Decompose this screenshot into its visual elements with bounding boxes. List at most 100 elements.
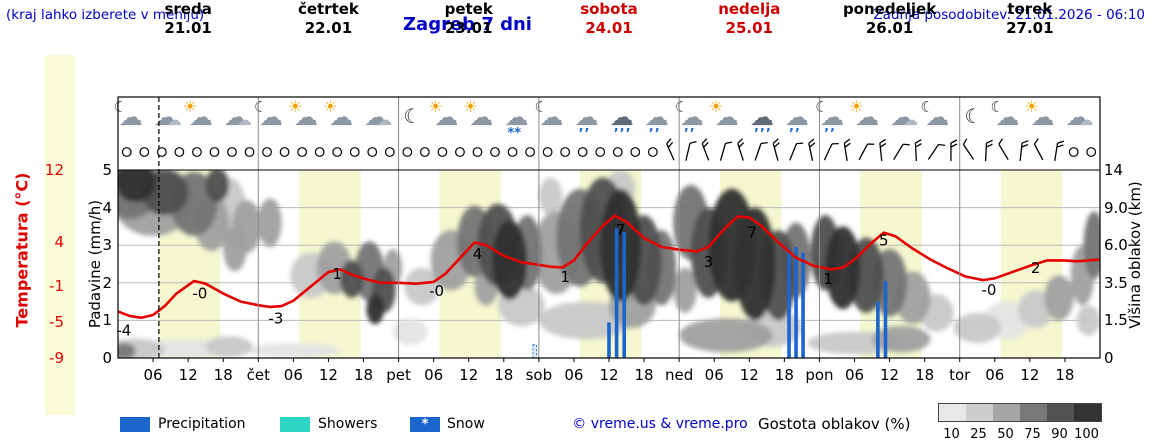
cloud-icon: ☁: [1030, 103, 1055, 131]
day-date: 25.01: [725, 19, 773, 37]
cloud-icon: ☁: [434, 103, 459, 131]
time-label: 12: [1020, 366, 1040, 384]
density-step-value: 10: [943, 427, 960, 442]
moon-icon: ☾: [253, 98, 268, 116]
cloud-icon: ☁: [258, 103, 283, 131]
day-short-label: ned: [665, 366, 694, 384]
day-short-label: tor: [949, 366, 971, 384]
sun-icon: ☀: [849, 97, 864, 116]
cloud-icon: ☁: [188, 103, 213, 131]
moon-icon: ☾: [990, 98, 1004, 116]
temp-tick: -9: [49, 349, 64, 367]
left-accent-strip: [45, 55, 75, 415]
day-header: četrtek 22.01: [258, 0, 398, 38]
temperature-labels: -4 -0 -3 1 -0 4 1 7 3 7 1 5 -0 2: [116, 221, 1040, 340]
sun-icon: ☀: [288, 97, 303, 116]
moon-rain-weather-icon: ☾ ☁’’: [814, 100, 848, 142]
sun-cloud-weather-icon: ☀ ☁: [1024, 97, 1059, 140]
density-step: [1047, 404, 1074, 421]
day-header: ponedeljek 26.01: [819, 0, 959, 38]
precipitation-label: Precipitation: [158, 416, 246, 432]
svg-text:7: 7: [616, 221, 626, 239]
svg-text:3: 3: [704, 253, 714, 271]
svg-text:-4: -4: [116, 322, 131, 340]
day-name: nedelja: [718, 0, 781, 18]
day-name: ponedeljek: [842, 0, 937, 18]
cloud-icon: ☁: [294, 103, 319, 131]
density-step-value: 50: [997, 427, 1014, 442]
page-hint: (kraj lahko izberete v meniju): [6, 7, 205, 23]
sun-cloud-weather-icon: ☀ ☁: [288, 97, 322, 140]
cloud-icon: ☁: [903, 111, 919, 129]
precip-tick: 3: [102, 236, 112, 255]
sun-icon: ☀: [1024, 97, 1039, 116]
svg-text:4: 4: [473, 245, 483, 263]
precip-axis-title: Padavine (mm/h): [86, 199, 104, 329]
cloud-height-tick: 1.5: [1104, 311, 1128, 330]
cloud-height-tick: 0: [1104, 349, 1114, 367]
rain-drops-icon: ’’’: [753, 127, 772, 142]
last-update: Zadnja posodobitev: 21.01.2026 - 06:10: [873, 7, 1145, 23]
cloud-rain-weather-icon: ☁’’: [639, 102, 673, 142]
time-label: 06: [844, 366, 865, 384]
snow-label: Snow: [447, 416, 485, 432]
sun-icon: ☀: [323, 97, 338, 116]
density-step-value: 100: [1074, 427, 1099, 442]
day-short-label: sob: [525, 366, 553, 384]
cloud-icon: ☁: [118, 103, 143, 131]
svg-text:1: 1: [332, 265, 342, 283]
svg-text:2: 2: [1031, 259, 1041, 277]
rain-drops-icon: ’’: [648, 127, 661, 142]
sun-icon: ☀: [428, 97, 443, 116]
moon-weather-icon: ☾: [393, 102, 427, 140]
cloud-icon: ☁: [1065, 103, 1090, 131]
cloud-icon: ☁: [714, 103, 739, 131]
day-header: nedelja 25.01: [679, 0, 819, 38]
moon-cloud-weather-icon: ☾ ☁: [253, 98, 287, 140]
cloud-icon: ☁: [574, 103, 599, 131]
day-short-label: pon: [805, 366, 834, 384]
moon-rain-weather-icon: ☾ ☁’’: [674, 98, 708, 142]
copyright-link[interactable]: © vreme.us & vreme.pro: [572, 416, 748, 432]
temp-tick: 12: [44, 161, 64, 179]
density-step-value: 25: [970, 427, 987, 442]
precip-tick: 5: [102, 161, 112, 179]
moon-icon: ☾: [674, 98, 689, 116]
cloud-density-gradient: [938, 403, 1102, 422]
density-step: [1074, 404, 1101, 421]
svg-text:-0: -0: [981, 281, 996, 299]
cloud-icon: ☁: [609, 103, 634, 131]
time-label: 06: [985, 366, 1005, 384]
moon-icon: ☾: [534, 98, 548, 116]
svg-text:7: 7: [747, 223, 757, 241]
day-short-label: pet: [386, 366, 411, 384]
svg-text:1: 1: [560, 268, 570, 286]
day-header: petek 23.01: [399, 0, 539, 38]
density-step-value: 75: [1024, 427, 1041, 442]
cloud-icon: ☁: [223, 103, 248, 131]
cloud-height-tick: 14: [1104, 161, 1124, 179]
moon-icon: ☾: [964, 104, 983, 128]
rain-drops-icon: ’’: [789, 127, 801, 142]
time-label: 06: [564, 366, 584, 384]
time-label: 12: [178, 366, 198, 384]
time-label: 18: [1055, 366, 1075, 384]
time-label: 12: [318, 366, 338, 384]
cloud-snow-weather-icon: ☁ **: [498, 102, 532, 140]
time-label: 18: [353, 366, 374, 384]
precip-tick: 4: [102, 198, 112, 217]
cloud-icon: ☁: [679, 103, 704, 131]
day-header: sobota 24.01: [539, 0, 679, 38]
sun-icon: ☀: [463, 97, 478, 116]
time-label: 06: [424, 366, 444, 384]
cloud-icon: ☁: [644, 103, 669, 131]
cloud-weather-icon: ☁ ☁: [358, 102, 392, 140]
cloud-icon: ☁: [153, 103, 178, 131]
time-label: 12: [459, 366, 479, 384]
precipitation-swatch: [120, 417, 150, 432]
precip-tick: 2: [102, 273, 112, 292]
temp-axis-title: Temperatura (°C): [12, 172, 32, 328]
time-label: 18: [494, 366, 514, 384]
day-name: sreda: [164, 0, 212, 18]
